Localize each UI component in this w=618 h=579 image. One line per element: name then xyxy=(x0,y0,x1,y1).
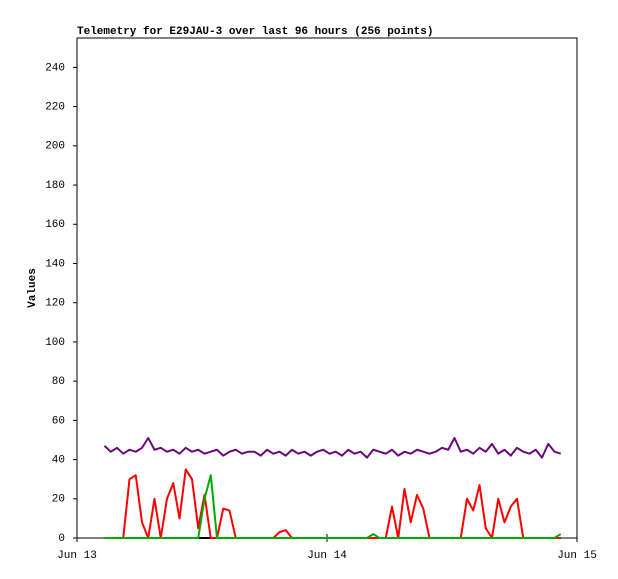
y-axis-label: Values xyxy=(27,268,39,308)
chart-title: Telemetry for E29JAU-3 over last 96 hour… xyxy=(77,26,433,38)
y-tick-label: 200 xyxy=(45,141,65,153)
y-tick-label: 220 xyxy=(45,102,65,114)
plot-frame xyxy=(76,37,578,539)
y-tick-label: 240 xyxy=(45,62,65,74)
y-tick-label: 40 xyxy=(52,454,65,466)
y-tick-label: 20 xyxy=(52,494,65,506)
x-tick-label: Jun 13 xyxy=(57,550,97,562)
x-tick-label: Jun 14 xyxy=(307,550,347,562)
y-tick-label: 80 xyxy=(52,376,65,388)
y-tick-label: 60 xyxy=(52,415,65,427)
series-line xyxy=(103,437,562,459)
y-tick-label: 120 xyxy=(45,298,65,310)
series-line xyxy=(104,468,561,539)
y-tick-label: 160 xyxy=(45,219,65,231)
x-tick-label: Jun 15 xyxy=(557,550,597,562)
y-tick-label: 140 xyxy=(45,258,65,270)
y-tick-label: 100 xyxy=(45,337,65,349)
y-tick-label: 0 xyxy=(58,533,65,545)
y-tick-label: 180 xyxy=(45,180,65,192)
series-line xyxy=(104,474,562,539)
